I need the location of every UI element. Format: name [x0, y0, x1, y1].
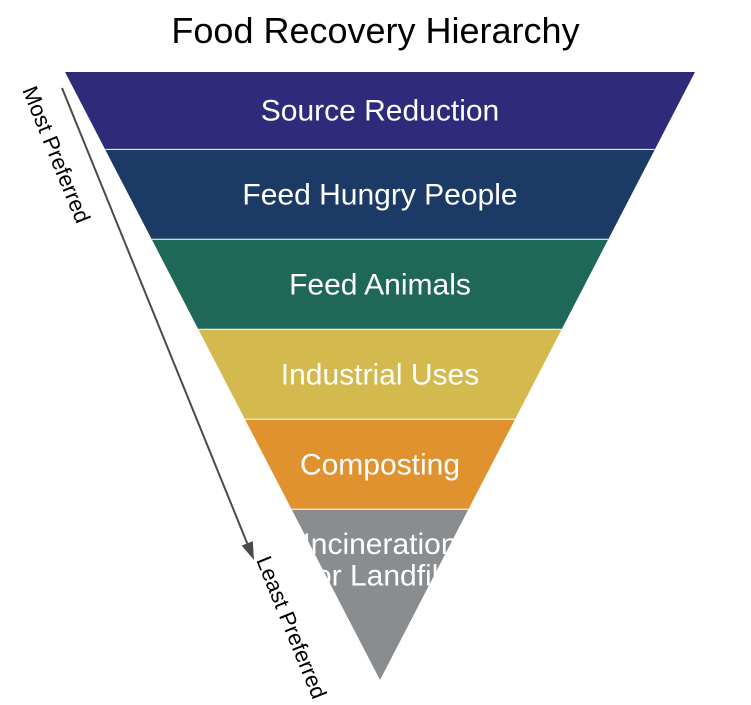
preference-arrow-head: [242, 541, 254, 560]
diagram-stage: Food Recovery Hierarchy Source Reduction…: [0, 0, 751, 705]
diagram-title: Food Recovery Hierarchy: [0, 10, 751, 52]
hierarchy-svg: Source Reduction Feed Hungry People Feed A…: [0, 0, 751, 705]
hierarchy-band-label: Feed Hungry People: [242, 178, 517, 211]
hierarchy-band-label: Incinerationor Landfill: [302, 528, 457, 593]
hierarchy-band-label: Source Reduction: [261, 94, 499, 127]
hierarchy-band-label: Industrial Uses: [281, 358, 479, 391]
hierarchy-band-label: Composting: [300, 448, 460, 481]
hierarchy-band-label: Feed Animals: [289, 268, 471, 301]
